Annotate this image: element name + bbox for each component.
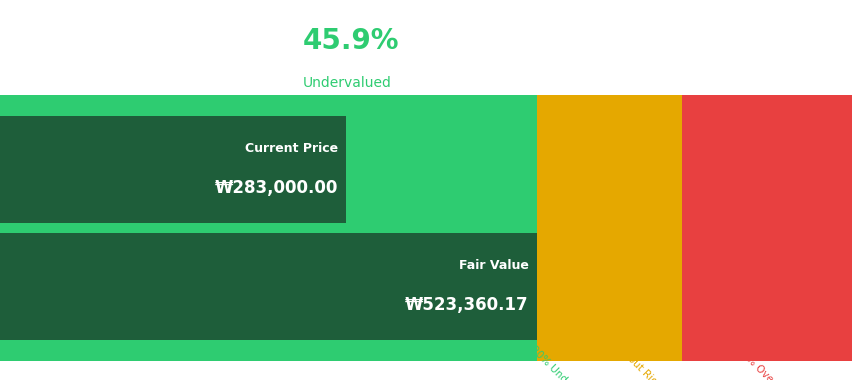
Text: About Right: About Right [615, 344, 665, 380]
Bar [0, 116, 346, 223]
Bar [0, 95, 537, 361]
Text: Current Price: Current Price [245, 142, 337, 155]
Bar [0, 233, 537, 340]
Text: 20% Overvalued: 20% Overvalued [734, 344, 803, 380]
Text: ₩283,000.00: ₩283,000.00 [214, 179, 337, 197]
Text: ₩523,360.17: ₩523,360.17 [405, 296, 528, 314]
Text: Undervalued: Undervalued [302, 76, 391, 90]
Text: 20% Undervalued: 20% Undervalued [528, 344, 601, 380]
Text: 45.9%: 45.9% [302, 27, 399, 55]
Bar [537, 95, 682, 361]
Bar [682, 95, 852, 361]
Text: Fair Value: Fair Value [458, 259, 528, 272]
